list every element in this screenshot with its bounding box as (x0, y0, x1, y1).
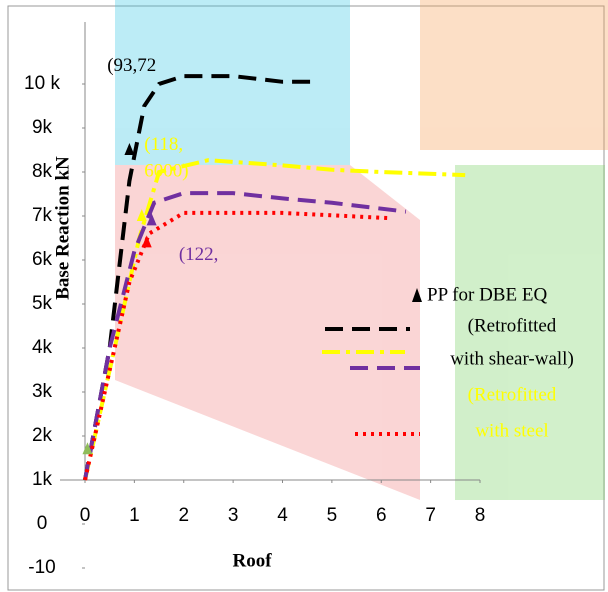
x-tick-label: 5 (327, 505, 338, 526)
y-axis-title: Base Reaction kN (52, 156, 73, 300)
pp-marker (124, 143, 135, 155)
frame (7, 5, 605, 591)
y-tick-label: 5k (32, 293, 53, 314)
y-tick-label: 4k (32, 337, 53, 358)
x-tick-label: 3 (228, 505, 239, 526)
x-tick-label: 4 (277, 505, 288, 526)
pp-marker (141, 235, 152, 248)
x-tick-label: 1 (129, 505, 140, 526)
y-tick-label: 0 (37, 513, 48, 534)
x-axis-title: Roof (232, 550, 272, 571)
annotation: (93,72 (107, 55, 156, 76)
legend-marker (412, 288, 422, 302)
y-tick-label: 7k (32, 205, 53, 226)
pp-marker (82, 442, 93, 455)
y-tick-label: 6k (32, 249, 53, 270)
legend-text: PP for DBE EQ (427, 284, 547, 305)
x-tick-label: 6 (376, 505, 387, 526)
x-tick-label: 0 (80, 505, 91, 526)
y-tick-label: 8k (32, 161, 53, 182)
y-tick-label: 2k (32, 425, 53, 446)
legend-text: with steel (475, 420, 548, 441)
x-tick-label: 8 (475, 505, 486, 526)
y-tick-label: -10 (28, 557, 55, 578)
pp-marker (136, 209, 147, 221)
y-tick-label: 1k (32, 469, 53, 490)
y-tick-label: 10 k (24, 73, 60, 94)
series-line (83, 158, 466, 481)
pp-marker (146, 213, 157, 226)
legend-text: with shear-wall) (450, 348, 574, 369)
annotation: (122, (179, 244, 219, 265)
y-tick-label: 9k (32, 117, 53, 138)
legend-text: (Retrofitted (468, 315, 557, 336)
annotation: (118, (144, 134, 183, 155)
series-line (83, 74, 313, 481)
legend-text: (Retrofitted (468, 384, 557, 405)
series-line (83, 210, 392, 481)
x-tick-label: 7 (425, 505, 436, 526)
x-tick-label: 2 (178, 505, 189, 526)
watermark (115, 0, 608, 500)
y-tick-label: 3k (32, 381, 53, 402)
annotation: 6000) (144, 160, 188, 181)
series-line (83, 191, 407, 481)
